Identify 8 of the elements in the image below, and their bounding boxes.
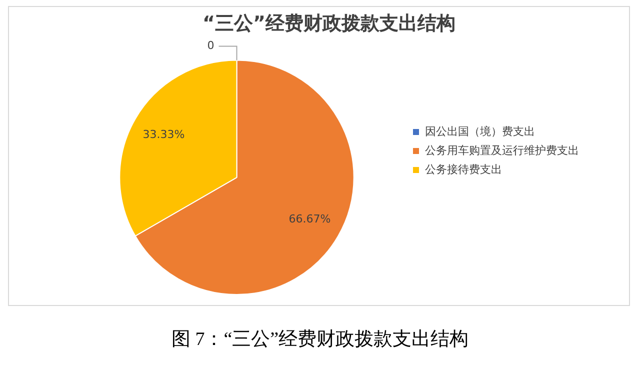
- caption: 图 7：“三公”经费财政拨款支出结构: [170, 328, 470, 352]
- data-label: 66.67%: [288, 212, 331, 226]
- legend-label: 因公出国（境）费支出: [425, 125, 535, 138]
- data-label: 33.33%: [142, 128, 185, 142]
- text: 0: [207, 39, 214, 52]
- legend-label: 公务用车购置及运行维护费支出: [425, 144, 579, 158]
- chart-title: “三公”经费财政拨款支出结构: [202, 12, 456, 34]
- legend-label: 公务接待费支出: [425, 163, 502, 176]
